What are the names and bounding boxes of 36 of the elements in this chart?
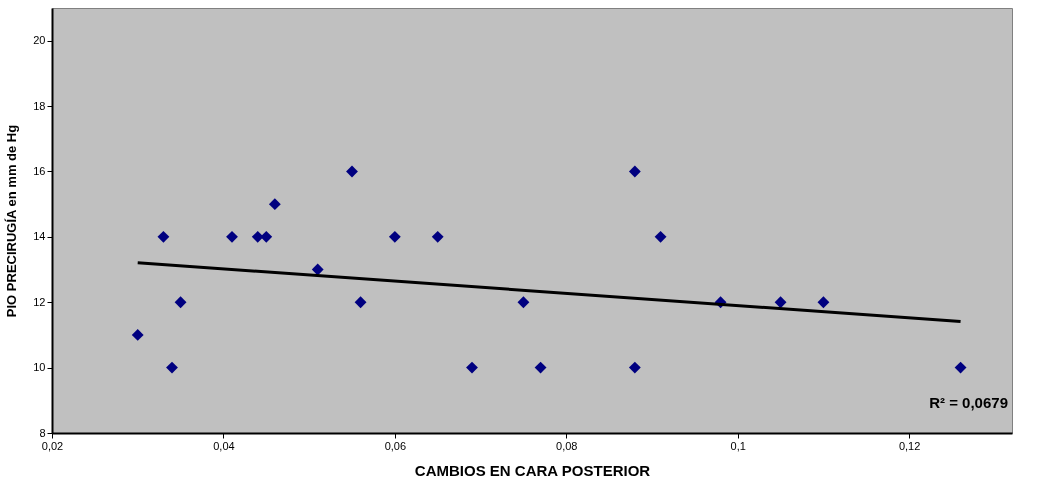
x-tick-label: 0,1 — [730, 439, 746, 452]
y-tick-label: 8 — [39, 426, 46, 439]
x-tick-label: 0,08 — [556, 439, 578, 452]
point — [131, 329, 144, 341]
y-tick-label: 20 — [33, 34, 46, 47]
point — [628, 165, 641, 178]
point — [311, 263, 324, 276]
point — [226, 230, 238, 243]
point — [346, 165, 358, 178]
y-tick-label: 14 — [33, 230, 46, 243]
x-axis-title: CAMBIOS EN CARA POSTERIOR — [414, 461, 651, 479]
point — [354, 296, 367, 309]
point — [817, 296, 830, 309]
point — [628, 361, 641, 374]
point — [774, 296, 787, 309]
point — [517, 296, 530, 309]
point — [466, 361, 478, 374]
y-tick-label: 18 — [33, 99, 46, 112]
point — [157, 230, 170, 243]
point — [174, 296, 187, 309]
x-tick-label: 0,12 — [898, 439, 921, 452]
x-tick-label: 0,06 — [384, 439, 407, 452]
point — [388, 230, 401, 243]
x-tick-label: 0,02 — [41, 439, 64, 452]
annotation: R² = 0,0679 — [929, 394, 1008, 411]
point — [654, 230, 667, 243]
point — [534, 361, 547, 374]
point — [954, 361, 967, 374]
point — [431, 230, 444, 243]
y-tick-label: 12 — [33, 295, 46, 308]
x-tick-label: 0,04 — [213, 439, 235, 452]
y-axis-title: PIO PRECIRUGÍA en mm de Hg — [4, 124, 20, 318]
point — [166, 361, 178, 374]
y-tick-label: 16 — [33, 164, 46, 177]
y-tick-label: 10 — [33, 361, 46, 374]
point — [268, 198, 281, 211]
